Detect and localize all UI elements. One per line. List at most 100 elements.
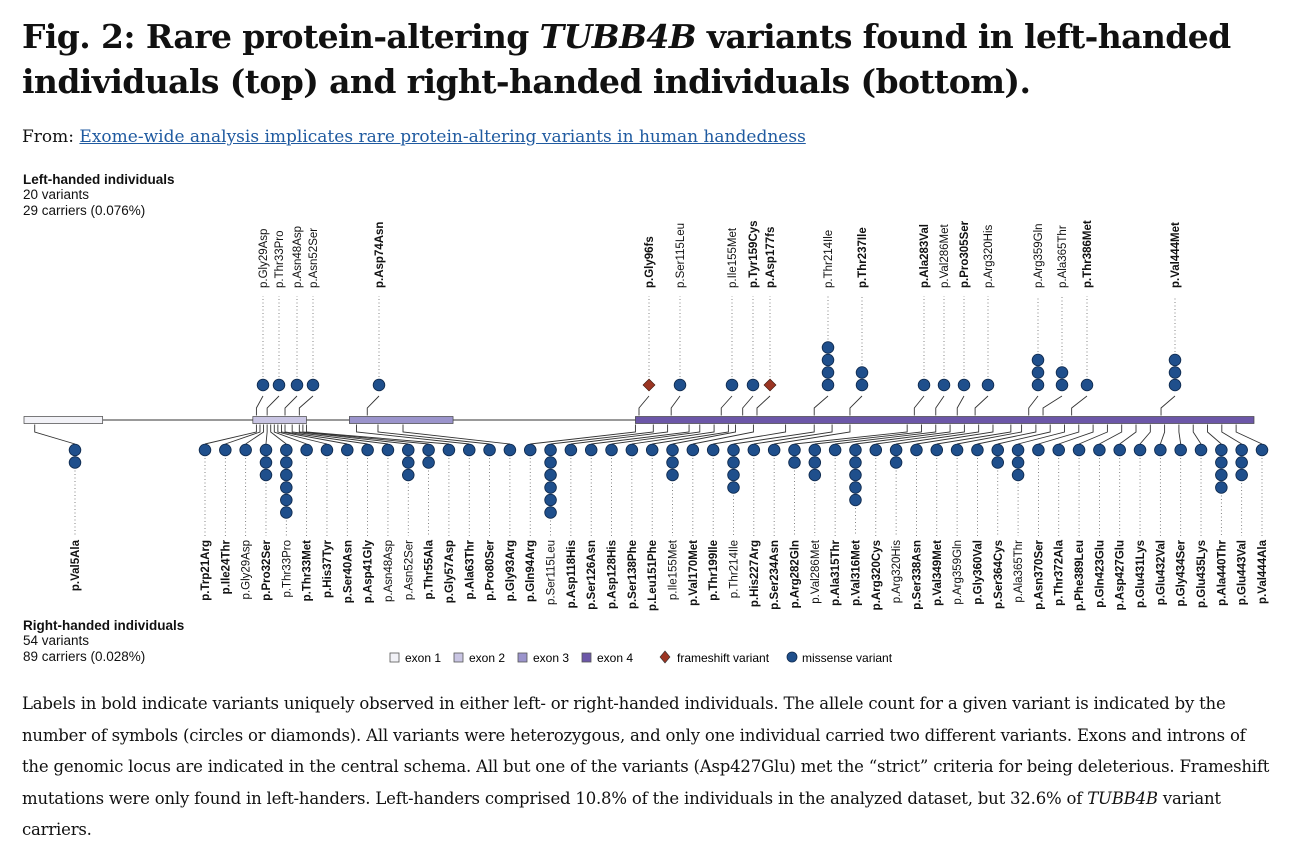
bottom-variant-gln94arg[interactable]: p.Gln94Arg	[523, 424, 636, 602]
top-variant-gly29asp[interactable]: p.Gly29Asp	[255, 229, 270, 416]
bottom-variant-ala440thr[interactable]: p.Ala440Thr	[1207, 424, 1229, 606]
bottom-variant-his227arg[interactable]: p.His227Arg	[747, 424, 833, 608]
bottom-variant-trp21arg[interactable]: p.Trp21Arg	[198, 424, 257, 601]
top-variant-thr237ile[interactable]: p.Thr237Ile	[849, 227, 869, 416]
bottom-variant-pro80ser[interactable]: p.Pro80Ser	[377, 424, 497, 601]
variant-label: p.Asp128His	[607, 540, 619, 609]
bottom-variant-val316met[interactable]: p.Val316Met	[849, 424, 951, 606]
top-variant-asp177fs[interactable]: p.Asp177fs	[756, 227, 777, 416]
bottom-variant-leu151phe[interactable]: p.Leu151Phe	[645, 424, 729, 611]
top-variant-thr386met[interactable]: p.Thr386Met	[1071, 220, 1094, 416]
bottom-variant-thr33met[interactable]: p.Thr33Met	[273, 424, 314, 602]
bottom-variant-thr55ala[interactable]: p.Thr55Ala	[302, 424, 436, 600]
bottom-variant-arg359gln[interactable]: p.Arg359Gln	[950, 424, 1023, 605]
variant-label: p.Leu151Phe	[647, 540, 659, 611]
top-variant-asn52ser[interactable]: p.Asn52Ser	[298, 228, 320, 416]
top-variant-arg359gln[interactable]: p.Arg359Gln	[1028, 223, 1045, 416]
missense-circle	[259, 456, 273, 469]
bottom-variant-glu443val[interactable]: p.Glu443Val	[1221, 424, 1249, 606]
missense-circle	[1215, 456, 1228, 469]
connector-line	[1178, 424, 1182, 445]
missense-circle	[402, 456, 415, 469]
bottom-variant-ser126asn[interactable]: p.Ser126Asn	[584, 424, 690, 610]
bottom-variant-ser40asn[interactable]: p.Ser40Asn	[280, 424, 354, 604]
missense-circle	[219, 443, 232, 457]
variant-label: p.Arg320His	[891, 540, 903, 604]
bottom-variant-val286met[interactable]: p.Val286Met	[808, 424, 922, 604]
bottom-variant-ser115leu[interactable]: p.Ser115Leu	[544, 424, 654, 606]
bottom-variant-val444ala[interactable]: p.Val444Ala	[1235, 424, 1269, 604]
top-variant-pro305ser[interactable]: p.Pro305Ser	[956, 220, 971, 416]
bottom-variant-glu435lys[interactable]: p.Glu435Lys	[1192, 424, 1208, 608]
bottom-variant-ser234asn[interactable]: p.Ser234Asn	[767, 424, 851, 610]
top-variant-val444met[interactable]: p.Val444Met	[1160, 222, 1182, 416]
top-variant-val286met[interactable]: p.Val286Met	[935, 223, 951, 416]
top-variant-arg320his[interactable]: p.Arg320His	[974, 224, 995, 416]
bottom-variant-gly29asp[interactable]: p.Gly29Asp	[239, 424, 265, 600]
top-variant-gly96fs[interactable]: p.Gly96fs	[638, 236, 656, 416]
bottom-variant-gly57asp[interactable]: p.Gly57Asp	[306, 424, 456, 604]
source-article-link[interactable]: Exome-wide analysis implicates rare prot…	[79, 127, 806, 147]
bottom-variant-val170met[interactable]: p.Val170Met	[686, 424, 754, 606]
bottom-variant-pro32ser[interactable]: p.Pro32Ser	[259, 424, 273, 601]
missense-circle	[645, 443, 659, 457]
top-variant-ala365thr[interactable]: p.Ala365Thr	[1042, 225, 1069, 416]
bottom-variant-phe389leu[interactable]: p.Phe389Leu	[1072, 424, 1108, 611]
variant-label: p.Gln94Arg	[525, 540, 537, 602]
bottom-variant-arg282gln[interactable]: p.Arg282Gln	[788, 424, 908, 609]
variant-label: p.Thr55Ala	[424, 539, 436, 599]
bottom-variant-ala63thr[interactable]: p.Ala63Thr	[356, 424, 477, 600]
bottom-variant-ala365thr[interactable]: p.Ala365Thr	[1011, 424, 1065, 603]
bottom-variant-ala315thr[interactable]: p.Ala315Thr	[828, 424, 937, 606]
connector-line	[672, 424, 736, 445]
bottom-variant-thr372ala[interactable]: p.Thr372Ala	[1052, 424, 1094, 606]
bottom-variant-arg320his[interactable]: p.Arg320His	[889, 424, 980, 604]
bottom-variant-thr214ile[interactable]: p.Thr214Ile	[727, 424, 815, 599]
top-variant-asn48asp[interactable]: p.Asn48Asp	[284, 226, 304, 416]
connector-line	[814, 424, 922, 445]
bottom-variant-asp118his[interactable]: p.Asp118His	[564, 424, 669, 609]
top-variant-ile155met[interactable]: p.Ile155Met	[720, 227, 739, 416]
bottom-variant-gly434ser[interactable]: p.Gly434Ser	[1174, 424, 1188, 607]
missense-circle	[280, 468, 293, 482]
bottom-variant-his37tyr[interactable]: p.His37Tyr	[277, 424, 334, 598]
top-variant-ala283val[interactable]: p.Ala283Val	[913, 224, 931, 416]
bottom-variant-asp41gly[interactable]: p.Asp41Gly	[284, 424, 375, 604]
top-variant-thr33pro[interactable]: p.Thr33Pro	[266, 230, 286, 416]
top-variant-thr214ile[interactable]: p.Thr214Ile	[813, 230, 835, 416]
bottom-variant-arg320cys[interactable]: p.Arg320Cys	[869, 424, 965, 611]
bottom-variant-ile24thr[interactable]: p.Ile24Thr	[219, 424, 261, 595]
connector-line	[997, 424, 1051, 445]
bottom-variant-val5ala[interactable]: p.Val5Ala	[34, 424, 82, 592]
bottom-variant-asn52ser[interactable]: p.Asn52Ser	[298, 424, 415, 601]
bottom-variant-glu431lys[interactable]: p.Glu431Lys	[1133, 424, 1151, 608]
top-variant-ser115leu[interactable]: p.Ser115Leu	[670, 223, 687, 416]
bottom-variant-asn370ser[interactable]: p.Asn370Ser	[1032, 424, 1080, 610]
right-group-carriers: 89 carriers (0.028%)	[23, 649, 145, 664]
bottom-variant-asn48asp[interactable]: p.Asn48Asp	[291, 424, 395, 603]
missense-circle	[673, 378, 687, 392]
variant-label: p.Gly29Asp	[258, 229, 270, 288]
bottom-variant-thr199ile[interactable]: p.Thr199Ile	[706, 424, 787, 601]
variant-label: p.Arg359Gln	[1033, 223, 1045, 288]
missense-circle	[1052, 443, 1065, 457]
top-variant-asp74asn[interactable]: p.Asp74Asn	[366, 222, 386, 416]
bottom-variant-ser364cys[interactable]: p.Ser364Cys	[991, 424, 1051, 610]
missense-circle	[422, 456, 435, 469]
bottom-variant-val349met[interactable]: p.Val349Met	[930, 424, 1012, 606]
missense-circle	[788, 443, 801, 457]
missense-circle	[1031, 353, 1045, 367]
top-variant-tyr159cys[interactable]: p.Tyr159Cys	[742, 220, 760, 416]
bottom-variant-ile155met[interactable]: p.Ile155Met	[666, 424, 736, 601]
bottom-variant-ser138phe[interactable]: p.Ser138Phe	[625, 424, 715, 610]
bottom-variant-ser338asn[interactable]: p.Ser338Asn	[910, 424, 994, 610]
bottom-variant-asp128his[interactable]: p.Asp128His	[605, 424, 701, 610]
bottom-variant-gly93arg[interactable]: p.Gly93Arg	[402, 424, 517, 602]
bottom-variant-thr33pro[interactable]: p.Thr33Pro	[270, 424, 294, 598]
bottom-variant-asp427glu[interactable]: p.Asp427Glu	[1113, 424, 1137, 611]
bottom-variant-gln423glu[interactable]: p.Gln423Glu	[1093, 424, 1123, 608]
bottom-variant-gly360val[interactable]: p.Gly360Val	[971, 424, 1037, 605]
missense-circle	[544, 506, 557, 519]
bottom-variant-glu432val[interactable]: p.Glu432Val	[1154, 424, 1168, 606]
missense-circle	[290, 378, 304, 392]
